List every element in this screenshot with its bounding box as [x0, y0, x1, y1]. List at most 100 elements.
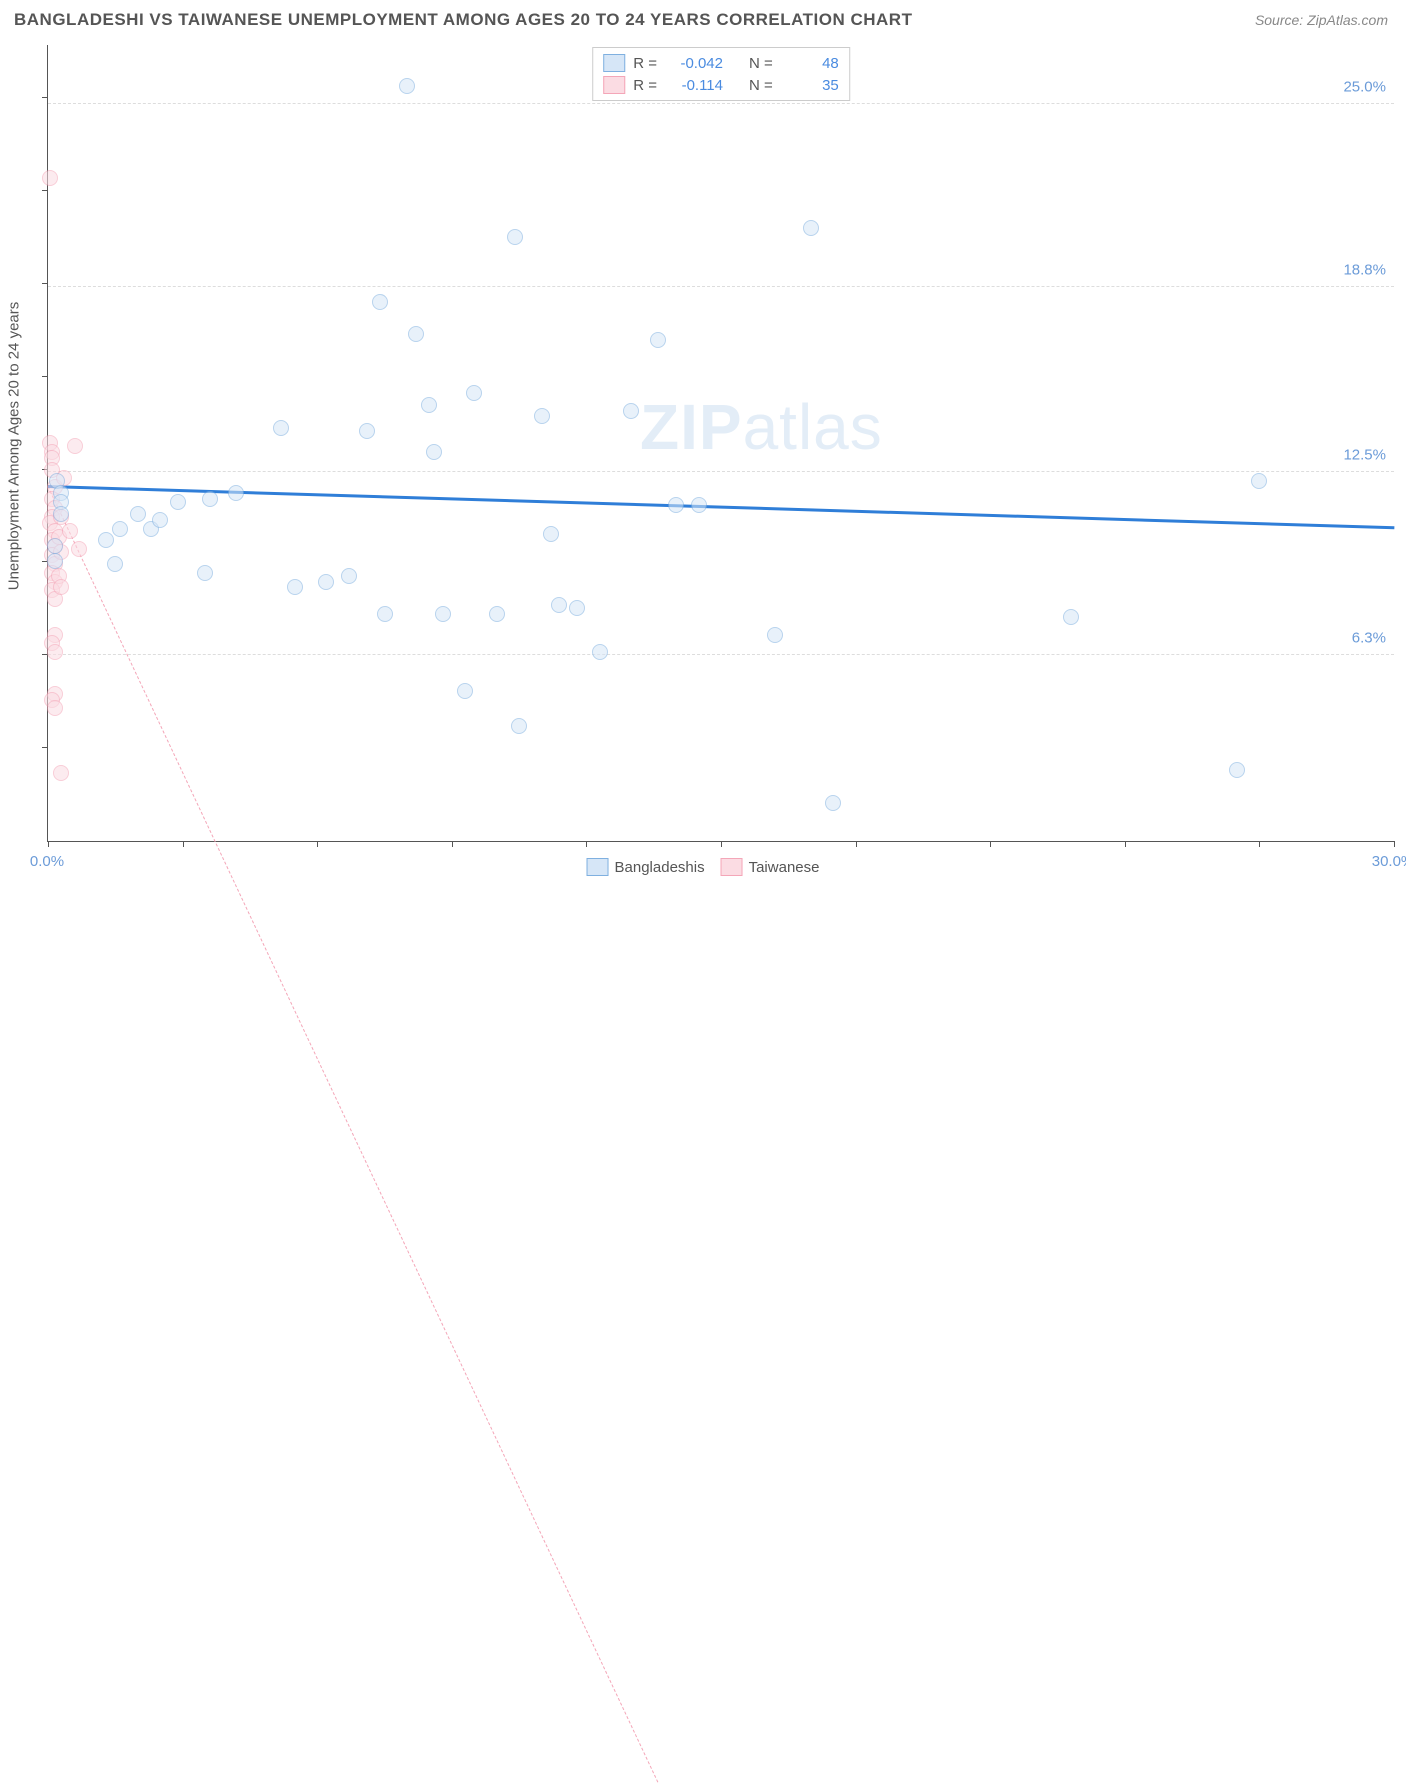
x-tick [317, 841, 318, 847]
data-point [543, 526, 559, 542]
data-point [287, 579, 303, 595]
data-point [130, 506, 146, 522]
x-tick [586, 841, 587, 847]
gridline [48, 286, 1394, 287]
y-tick [42, 376, 48, 377]
legend-n-value: 48 [781, 55, 839, 72]
data-point [421, 397, 437, 413]
gridline [48, 471, 1394, 472]
data-point [341, 568, 357, 584]
data-point [53, 765, 69, 781]
data-point [623, 403, 639, 419]
x-tick [990, 841, 991, 847]
chart-plot-area: ZIPatlas R = -0.042 N = 48 R = -0.114 N … [47, 45, 1394, 842]
data-point [53, 506, 69, 522]
legend-n-value: 35 [781, 77, 839, 94]
data-point [228, 485, 244, 501]
watermark-zip: ZIP [640, 391, 743, 463]
legend-swatch [587, 858, 609, 876]
chart-title: BANGLADESHI VS TAIWANESE UNEMPLOYMENT AM… [14, 10, 912, 30]
x-tick-label: 30.0% [1372, 853, 1406, 870]
gridline [48, 654, 1394, 655]
data-point [650, 332, 666, 348]
data-point [318, 574, 334, 590]
legend-swatch [603, 76, 625, 94]
legend-series: Bangladeshis Taiwanese [587, 858, 820, 876]
data-point [359, 423, 375, 439]
data-point [803, 220, 819, 236]
y-tick [42, 97, 48, 98]
data-point [668, 497, 684, 513]
data-point [426, 444, 442, 460]
data-point [98, 532, 114, 548]
y-tick [42, 747, 48, 748]
data-point [825, 795, 841, 811]
legend-n-label: N = [749, 77, 773, 94]
data-point [507, 229, 523, 245]
data-point [53, 579, 69, 595]
trend-line [48, 487, 1395, 1784]
legend-label: Bangladeshis [615, 859, 705, 876]
x-tick [1394, 841, 1395, 847]
legend-r-value: -0.042 [665, 55, 723, 72]
watermark: ZIPatlas [640, 390, 883, 464]
x-tick [48, 841, 49, 847]
legend-label: Taiwanese [749, 859, 820, 876]
legend-r-value: -0.114 [665, 77, 723, 94]
data-point [202, 491, 218, 507]
data-point [47, 700, 63, 716]
data-point [592, 644, 608, 660]
data-point [435, 606, 451, 622]
data-point [67, 438, 83, 454]
data-point [511, 718, 527, 734]
data-point [1251, 473, 1267, 489]
data-point [47, 553, 63, 569]
y-tick-label: 12.5% [1343, 447, 1386, 464]
x-tick [452, 841, 453, 847]
data-point [691, 497, 707, 513]
data-point [47, 644, 63, 660]
trend-line [48, 485, 1394, 529]
data-point [377, 606, 393, 622]
legend-n-label: N = [749, 55, 773, 72]
x-tick [856, 841, 857, 847]
y-tick [42, 190, 48, 191]
x-tick [1259, 841, 1260, 847]
chart-header: BANGLADESHI VS TAIWANESE UNEMPLOYMENT AM… [0, 0, 1406, 38]
data-point [534, 408, 550, 424]
data-point [1063, 609, 1079, 625]
gridline [48, 103, 1394, 104]
data-point [107, 556, 123, 572]
legend-r-label: R = [633, 77, 657, 94]
data-point [112, 521, 128, 537]
data-point [569, 600, 585, 616]
legend-r-label: R = [633, 55, 657, 72]
data-point [152, 512, 168, 528]
x-tick [183, 841, 184, 847]
data-point [1229, 762, 1245, 778]
x-tick-label: 0.0% [30, 853, 64, 870]
data-point [489, 606, 505, 622]
y-tick-label: 18.8% [1343, 261, 1386, 278]
data-point [197, 565, 213, 581]
data-point [372, 294, 388, 310]
data-point [399, 78, 415, 94]
data-point [408, 326, 424, 342]
x-tick [1125, 841, 1126, 847]
data-point [457, 683, 473, 699]
data-point [767, 627, 783, 643]
legend-row: R = -0.114 N = 35 [603, 74, 839, 96]
legend-swatch [603, 54, 625, 72]
legend-item: Taiwanese [721, 858, 820, 876]
watermark-atlas: atlas [743, 391, 883, 463]
data-point [466, 385, 482, 401]
y-tick-label: 6.3% [1352, 630, 1386, 647]
data-point [47, 538, 63, 554]
y-tick [42, 283, 48, 284]
data-point [551, 597, 567, 613]
y-axis-title: Unemployment Among Ages 20 to 24 years [6, 302, 23, 591]
data-point [71, 541, 87, 557]
data-point [62, 523, 78, 539]
legend-swatch [721, 858, 743, 876]
legend-row: R = -0.042 N = 48 [603, 52, 839, 74]
